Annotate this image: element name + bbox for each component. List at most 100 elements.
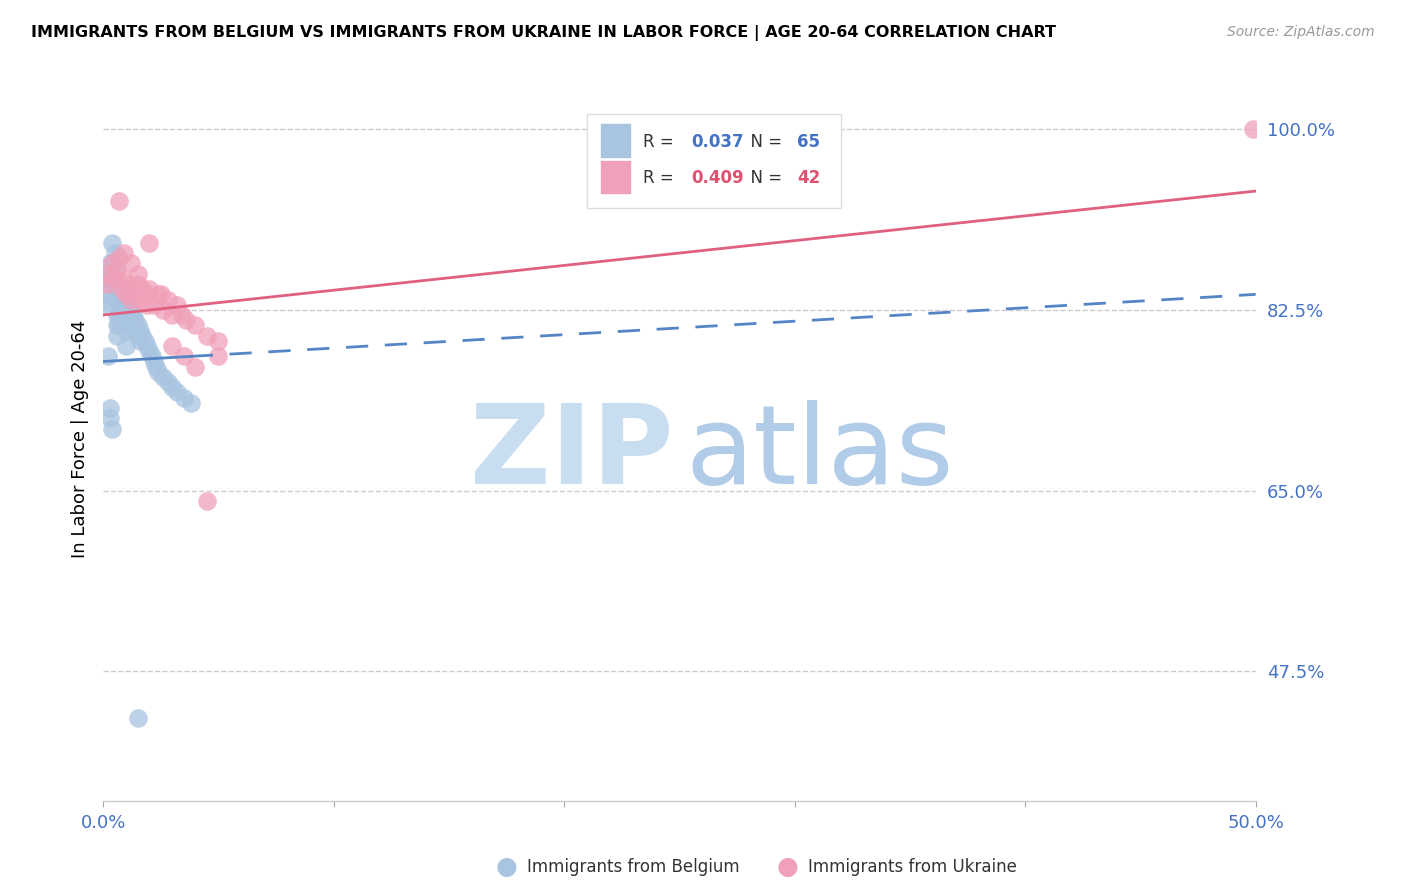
Point — [170, 308, 193, 322]
Text: R =: R = — [643, 169, 679, 187]
Point — [98, 411, 121, 425]
Point — [124, 313, 146, 327]
Point — [127, 318, 149, 333]
Point — [120, 293, 142, 307]
Text: R =: R = — [643, 133, 679, 151]
Point — [120, 256, 142, 270]
Point — [127, 267, 149, 281]
Point — [105, 308, 128, 322]
Text: Source: ZipAtlas.com: Source: ZipAtlas.com — [1227, 25, 1375, 39]
Point — [97, 277, 120, 291]
Text: ●: ● — [495, 855, 517, 879]
Point — [138, 344, 160, 359]
Point — [112, 298, 135, 312]
Point — [117, 277, 139, 291]
FancyBboxPatch shape — [588, 113, 841, 208]
Point — [104, 261, 127, 276]
Point — [98, 287, 121, 301]
Point — [120, 313, 142, 327]
Point — [105, 293, 128, 307]
Text: Immigrants from Belgium: Immigrants from Belgium — [527, 858, 740, 876]
Point — [101, 256, 124, 270]
Point — [97, 298, 120, 312]
Point — [97, 267, 120, 281]
Point — [101, 422, 124, 436]
Point — [124, 324, 146, 338]
Point — [166, 298, 188, 312]
Point — [101, 256, 124, 270]
Point — [108, 318, 131, 333]
Point — [108, 308, 131, 322]
Point — [141, 349, 163, 363]
Text: 0.409: 0.409 — [690, 169, 744, 187]
Point — [105, 318, 128, 333]
Point — [110, 282, 132, 296]
Point — [184, 359, 207, 374]
Point — [135, 339, 157, 353]
Point — [117, 298, 139, 312]
Point — [156, 293, 179, 307]
Point — [115, 293, 138, 307]
Point — [207, 334, 229, 348]
Point — [110, 293, 132, 307]
Point — [145, 359, 167, 374]
Point — [166, 385, 188, 400]
Text: Immigrants from Ukraine: Immigrants from Ukraine — [808, 858, 1018, 876]
Point — [112, 318, 135, 333]
Point — [97, 349, 120, 363]
Point — [112, 308, 135, 322]
Point — [110, 282, 132, 296]
Point — [173, 349, 195, 363]
Point — [115, 339, 138, 353]
Point — [98, 401, 121, 415]
Point — [152, 302, 174, 317]
Bar — [600, 125, 630, 157]
Point — [1241, 122, 1264, 136]
Point — [152, 370, 174, 384]
Text: atlas: atlas — [685, 400, 953, 507]
Point — [180, 396, 202, 410]
Point — [110, 313, 132, 327]
Point — [148, 365, 170, 379]
Point — [112, 287, 135, 301]
Point — [134, 287, 156, 301]
Point — [98, 256, 121, 270]
Point — [122, 308, 145, 322]
Text: 0.037: 0.037 — [690, 133, 744, 151]
Point — [131, 328, 153, 343]
Point — [131, 282, 153, 296]
Point — [104, 246, 127, 260]
Point — [142, 298, 165, 312]
Point — [117, 308, 139, 322]
Text: N =: N = — [741, 133, 787, 151]
Point — [110, 302, 132, 317]
Text: 65: 65 — [797, 133, 820, 151]
Point — [98, 267, 121, 281]
Point — [108, 287, 131, 301]
Text: ZIP: ZIP — [470, 400, 673, 507]
Point — [138, 235, 160, 250]
Point — [129, 334, 152, 348]
Point — [207, 349, 229, 363]
Text: IMMIGRANTS FROM BELGIUM VS IMMIGRANTS FROM UKRAINE IN LABOR FORCE | AGE 20-64 CO: IMMIGRANTS FROM BELGIUM VS IMMIGRANTS FR… — [31, 25, 1056, 41]
Point — [129, 324, 152, 338]
Point — [115, 313, 138, 327]
Point — [124, 287, 146, 301]
Point — [173, 391, 195, 405]
Point — [117, 318, 139, 333]
Point — [149, 287, 172, 301]
Point — [174, 313, 197, 327]
Bar — [600, 161, 630, 194]
Point — [162, 339, 184, 353]
Point — [138, 282, 160, 296]
Point — [195, 494, 218, 508]
Point — [104, 277, 127, 291]
Point — [184, 318, 207, 333]
Point — [127, 277, 149, 291]
Point — [195, 328, 218, 343]
Point — [162, 380, 184, 394]
Point — [104, 272, 127, 286]
Text: ●: ● — [776, 855, 799, 879]
Point — [108, 251, 131, 265]
Point — [127, 328, 149, 343]
